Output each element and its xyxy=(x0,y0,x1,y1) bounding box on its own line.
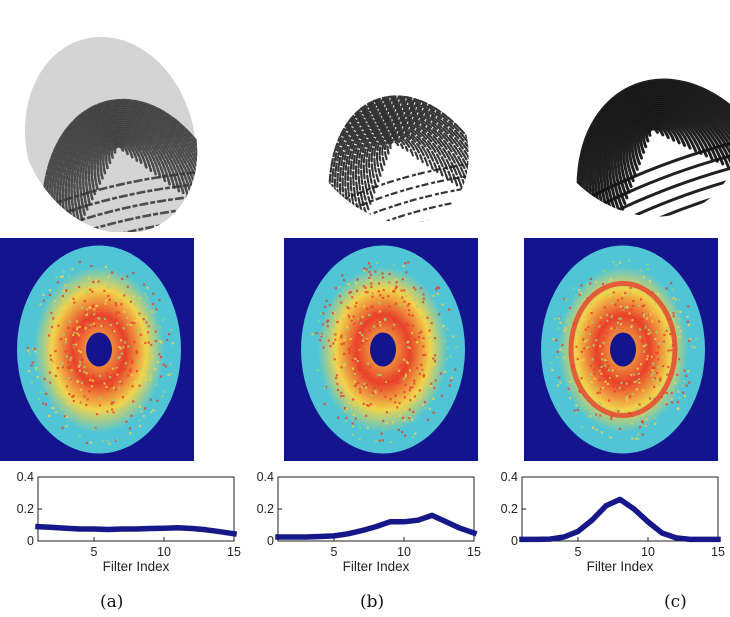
series-line xyxy=(519,496,721,543)
x-tick-label: 5 xyxy=(575,545,582,559)
spectrum-image-c xyxy=(524,238,718,461)
x-tick-label: 15 xyxy=(227,545,241,559)
spectrum-image-a xyxy=(0,238,194,461)
panel-c: 0 0.2 0.4 5 10 15 Filter Index (c) xyxy=(484,0,730,617)
x-tick-label: 10 xyxy=(641,545,655,559)
y-tick-label: 0.4 xyxy=(501,470,518,484)
panel-b: 0 0.2 0.4 5 10 15 Filter Index (b) xyxy=(240,0,482,617)
y-tick-label: 0.4 xyxy=(17,470,34,484)
filter-response-plot-a: 0 0.2 0.4 5 10 15 Filter Index xyxy=(17,470,241,574)
fingerprint-image-b xyxy=(327,95,482,232)
x-tick-label: 10 xyxy=(157,545,171,559)
y-tick-label: 0.2 xyxy=(257,502,274,516)
caption-c: (c) xyxy=(664,592,687,612)
series-line xyxy=(275,512,478,540)
series-line xyxy=(35,523,238,537)
plot-frame xyxy=(521,476,719,542)
y-tick-label: 0.2 xyxy=(17,502,34,516)
caption-b: (b) xyxy=(360,592,385,612)
x-axis-label: Filter Index xyxy=(343,559,410,574)
x-axis-label: Filter Index xyxy=(587,559,654,574)
x-tick-label: 10 xyxy=(397,545,411,559)
y-tick-label: 0.4 xyxy=(257,470,274,484)
plot-frame xyxy=(277,476,475,542)
x-tick-label: 5 xyxy=(331,545,338,559)
x-axis-label: Filter Index xyxy=(103,559,170,574)
y-tick-label: 0.2 xyxy=(501,502,518,516)
filter-response-plot-c: 0 0.2 0.4 5 10 15 Filter Index xyxy=(501,470,725,574)
panel-a: 0 0.2 0.4 5 10 15 Filter Index (a) xyxy=(0,0,241,617)
x-tick-label: 15 xyxy=(711,545,725,559)
x-tick-label: 15 xyxy=(467,545,481,559)
filter-response-plot-b: 0 0.2 0.4 5 10 15 Filter Index xyxy=(257,470,481,574)
y-tick-label: 0 xyxy=(267,534,274,548)
fingerprint-image-c xyxy=(575,78,730,232)
x-tick-label: 5 xyxy=(91,545,98,559)
fingerprint-image-a xyxy=(24,36,200,232)
y-tick-label: 0 xyxy=(27,534,34,548)
caption-a: (a) xyxy=(100,592,124,612)
spectrum-image-b xyxy=(284,238,478,461)
y-tick-label: 0 xyxy=(511,534,518,548)
